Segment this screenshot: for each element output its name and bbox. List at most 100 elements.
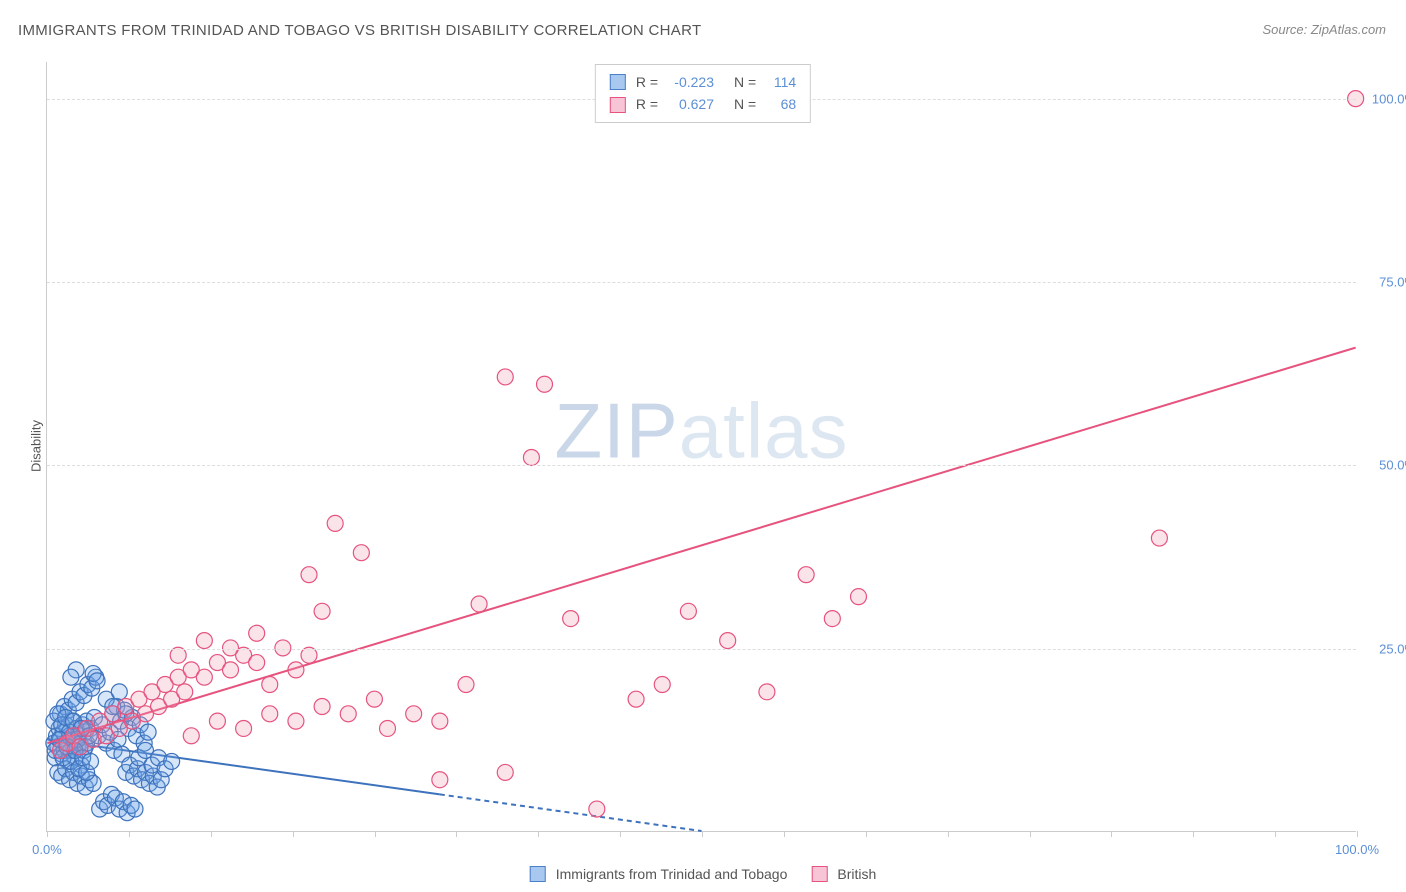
data-point <box>314 603 330 619</box>
data-point <box>249 625 265 641</box>
xtick <box>129 831 130 837</box>
data-point <box>209 713 225 729</box>
xtick <box>538 831 539 837</box>
ytick-label: 50.0% <box>1361 458 1406 473</box>
data-point <box>249 655 265 671</box>
chart-title: IMMIGRANTS FROM TRINIDAD AND TOBAGO VS B… <box>18 22 701 39</box>
data-point <box>340 706 356 722</box>
n-value: 68 <box>766 93 796 115</box>
xtick-label: 0.0% <box>32 842 62 857</box>
y-axis-label: Disability <box>29 420 44 472</box>
data-point <box>127 801 143 817</box>
data-point <box>288 662 304 678</box>
data-point <box>366 691 382 707</box>
r-value: -0.223 <box>664 71 714 93</box>
xtick <box>620 831 621 837</box>
data-point <box>680 603 696 619</box>
xtick <box>1275 831 1276 837</box>
correlation-legend: R = -0.223 N = 114 R = 0.627 N = 68 <box>595 64 811 123</box>
data-point <box>223 662 239 678</box>
legend-swatch <box>610 74 626 90</box>
data-point <box>628 691 644 707</box>
xtick <box>948 831 949 837</box>
xtick <box>1193 831 1194 837</box>
xtick <box>784 831 785 837</box>
data-point <box>798 567 814 583</box>
plot-area: ZIPatlas 25.0%50.0%75.0%100.0%0.0%100.0% <box>46 62 1356 832</box>
data-point <box>523 449 539 465</box>
data-point <box>83 753 99 769</box>
data-point <box>164 753 180 769</box>
trend-line-dashed <box>440 794 702 831</box>
ytick-label: 75.0% <box>1361 275 1406 290</box>
xtick <box>375 831 376 837</box>
data-point <box>177 684 193 700</box>
legend-swatch <box>811 866 827 882</box>
xtick <box>1357 831 1358 837</box>
xtick <box>1030 831 1031 837</box>
data-point <box>301 567 317 583</box>
gridline <box>47 649 1356 650</box>
data-point <box>1151 530 1167 546</box>
n-label: N = <box>734 71 756 93</box>
data-point <box>353 545 369 561</box>
n-value: 114 <box>766 71 796 93</box>
xtick <box>47 831 48 837</box>
data-point <box>537 376 553 392</box>
legend-item: British <box>811 866 876 882</box>
ytick-label: 100.0% <box>1361 91 1406 106</box>
r-label: R = <box>636 71 658 93</box>
gridline <box>47 465 1356 466</box>
data-point <box>563 611 579 627</box>
legend-row: R = 0.627 N = 68 <box>610 93 796 115</box>
xtick <box>866 831 867 837</box>
data-point <box>497 369 513 385</box>
data-point <box>851 589 867 605</box>
legend-swatch <box>530 866 546 882</box>
ytick-label: 25.0% <box>1361 641 1406 656</box>
data-point <box>314 699 330 715</box>
xtick <box>1111 831 1112 837</box>
data-point <box>196 669 212 685</box>
data-point <box>196 633 212 649</box>
xtick <box>293 831 294 837</box>
data-point <box>89 673 105 689</box>
xtick <box>702 831 703 837</box>
data-point <box>406 706 422 722</box>
chart-svg <box>47 62 1356 831</box>
xtick <box>456 831 457 837</box>
gridline <box>47 282 1356 283</box>
legend-item: Immigrants from Trinidad and Tobago <box>530 866 788 882</box>
data-point <box>262 677 278 693</box>
r-value: 0.627 <box>664 93 714 115</box>
data-point <box>288 713 304 729</box>
data-point <box>327 515 343 531</box>
xtick <box>211 831 212 837</box>
data-point <box>824 611 840 627</box>
series-legend: Immigrants from Trinidad and Tobago Briti… <box>530 866 877 882</box>
legend-label: British <box>837 866 876 882</box>
xtick-label: 100.0% <box>1335 842 1379 857</box>
legend-swatch <box>610 97 626 113</box>
data-point <box>720 633 736 649</box>
data-point <box>458 677 474 693</box>
data-point <box>183 728 199 744</box>
n-label: N = <box>734 93 756 115</box>
data-point <box>63 669 79 685</box>
data-point <box>497 764 513 780</box>
data-point <box>471 596 487 612</box>
data-point <box>262 706 278 722</box>
legend-row: R = -0.223 N = 114 <box>610 71 796 93</box>
data-point <box>111 684 127 700</box>
data-point <box>236 720 252 736</box>
data-point <box>140 724 156 740</box>
data-point <box>380 720 396 736</box>
data-point <box>432 713 448 729</box>
data-point <box>759 684 775 700</box>
data-point <box>432 772 448 788</box>
r-label: R = <box>636 93 658 115</box>
legend-label: Immigrants from Trinidad and Tobago <box>556 866 788 882</box>
source-attribution: Source: ZipAtlas.com <box>1262 22 1386 37</box>
data-point <box>654 677 670 693</box>
data-point <box>589 801 605 817</box>
